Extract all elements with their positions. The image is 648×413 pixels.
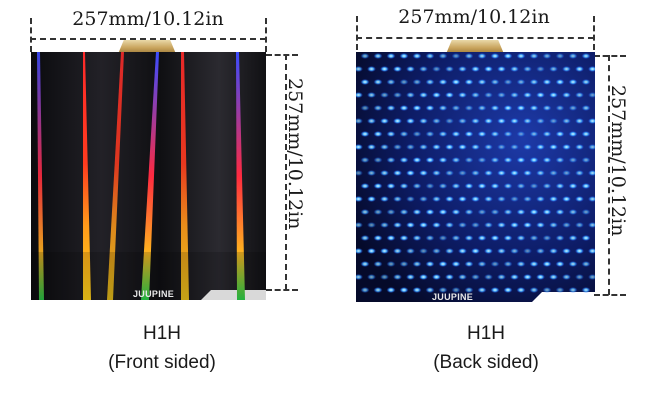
width-left-tick: [356, 16, 358, 50]
height-top-tick: [594, 55, 626, 57]
side-label: (Back sided): [433, 352, 539, 373]
height-bottom-tick: [266, 289, 298, 291]
width-dimension-label: 257mm/10.12in: [72, 8, 224, 30]
height-dimension-line: [608, 55, 610, 295]
pei-plate-back-image: [356, 52, 595, 302]
height-dimension-label: 257mm/10.12in: [284, 78, 306, 230]
brand-logo-text: JUUPINE: [133, 289, 175, 299]
side-label: (Front sided): [108, 352, 216, 373]
product-model-label: H1H: [466, 323, 505, 344]
height-bottom-tick: [594, 294, 626, 296]
brand-logo-text: JUUPINE: [432, 292, 474, 302]
width-dimension-line: [30, 38, 266, 40]
magnetic-tab: [446, 40, 504, 54]
front-sided-product-panel: 257mm/10.12in 257mm/10.12in: [30, 8, 306, 373]
back-sided-product-panel: 257mm/10.12in 257mm/10.12in: [324, 0, 648, 413]
pei-plate-front-image: [31, 52, 266, 300]
width-right-tick: [593, 16, 595, 50]
width-dimension-label: 257mm/10.12in: [398, 6, 550, 28]
height-dimension-line: [285, 54, 287, 290]
height-top-tick: [266, 54, 298, 56]
width-left-tick: [30, 18, 32, 52]
width-dimension-line: [356, 37, 594, 39]
magnetic-tab: [118, 40, 176, 54]
product-model-label: H1H: [142, 323, 181, 344]
height-dimension-label: 257mm/10.12in: [607, 85, 629, 237]
width-right-tick: [265, 18, 267, 52]
